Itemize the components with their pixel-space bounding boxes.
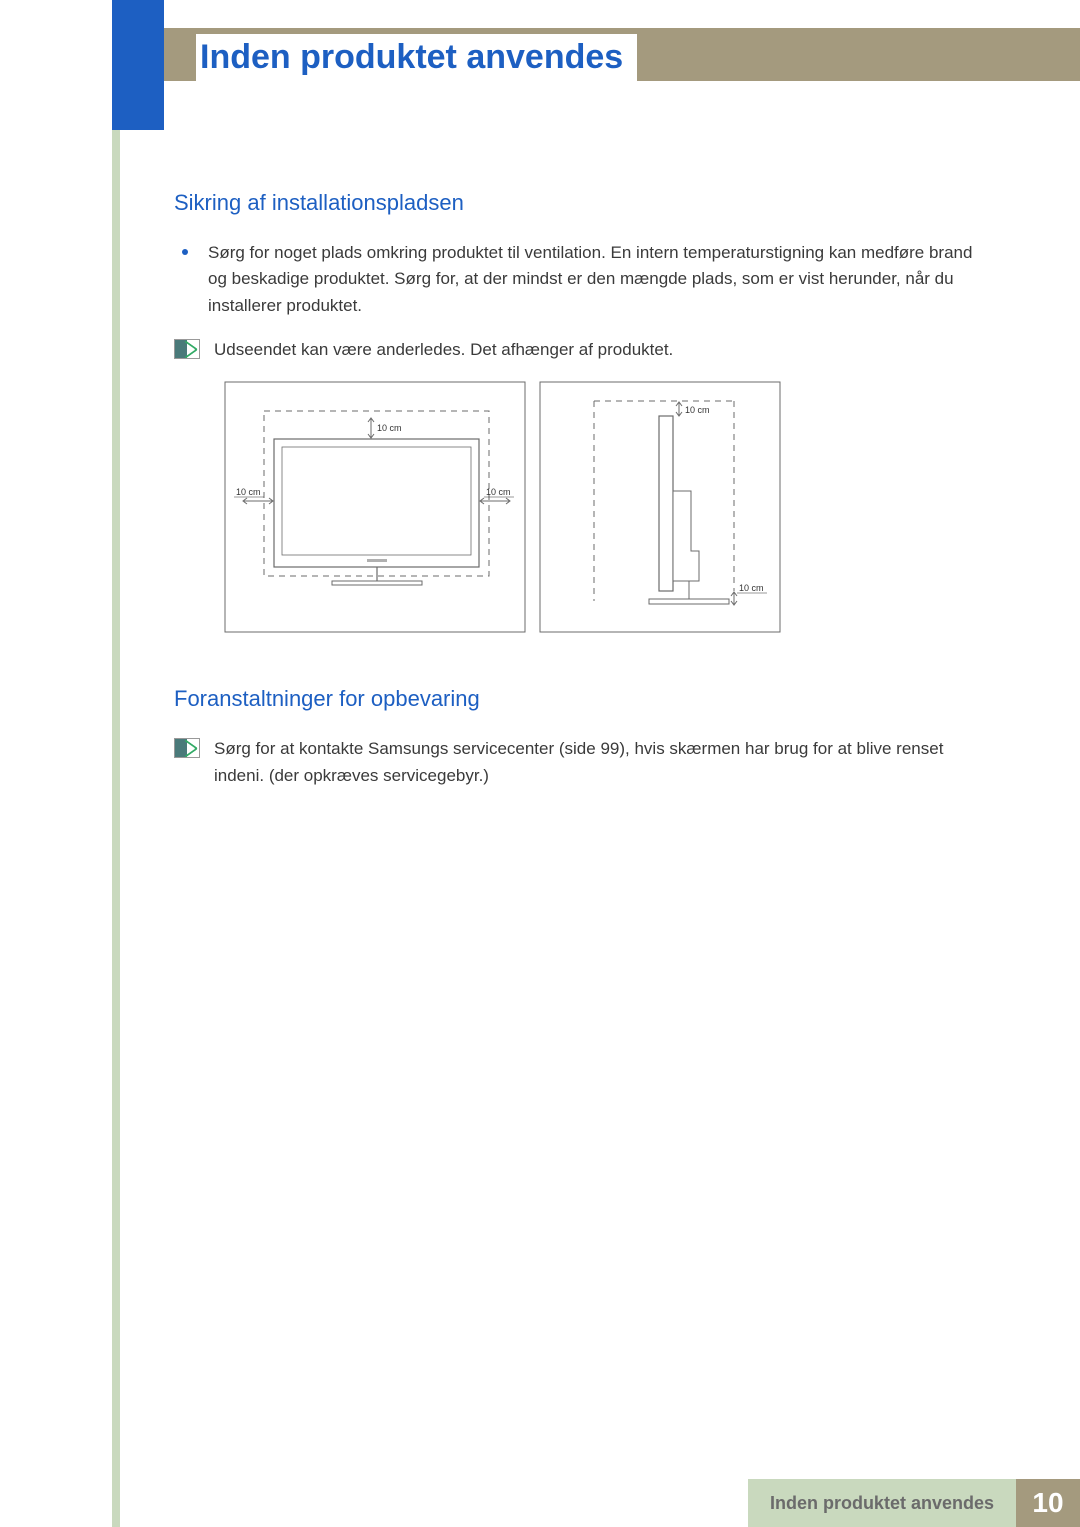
clearance-diagram: 10 cm 10 cm 10 cm xyxy=(224,381,984,646)
footer-label-box: Inden produktet anvendes xyxy=(748,1479,1016,1527)
clearance-label-top: 10 cm xyxy=(377,423,402,433)
header-accent-block xyxy=(112,0,164,130)
footer-label: Inden produktet anvendes xyxy=(770,1493,994,1514)
footer-page-box: 10 xyxy=(1016,1479,1080,1527)
clearance-label-right: 10 cm xyxy=(486,487,511,497)
bullet-item: Sørg for noget plads omkring produktet t… xyxy=(174,240,984,319)
clearance-label-side-bottom: 10 cm xyxy=(739,583,764,593)
note-row-storage: Sørg for at kontakte Samsungs servicecen… xyxy=(174,736,984,789)
clearance-label-side-top: 10 cm xyxy=(685,405,710,415)
footer-page-number: 10 xyxy=(1032,1487,1063,1519)
page-content: Sikring af installationspladsen Sørg for… xyxy=(174,190,984,807)
bullet-text: Sørg for noget plads omkring produktet t… xyxy=(208,240,984,319)
note-row: Udseendet kan være anderledes. Det afhæn… xyxy=(174,337,984,363)
note-icon xyxy=(174,339,200,359)
left-margin-bar xyxy=(112,0,120,1527)
page-title: Inden produktet anvendes xyxy=(196,34,637,81)
bullet-dot-icon xyxy=(182,249,188,255)
section-heading-installation: Sikring af installationspladsen xyxy=(174,190,984,216)
note-icon xyxy=(174,738,200,758)
clearance-label-left: 10 cm xyxy=(236,487,261,497)
note-text: Udseendet kan være anderledes. Det afhæn… xyxy=(214,337,673,363)
footer-bar: Inden produktet anvendes 10 xyxy=(112,1479,1080,1527)
section-heading-storage: Foranstaltninger for opbevaring xyxy=(174,686,984,712)
note-text-storage: Sørg for at kontakte Samsungs servicecen… xyxy=(214,736,984,789)
